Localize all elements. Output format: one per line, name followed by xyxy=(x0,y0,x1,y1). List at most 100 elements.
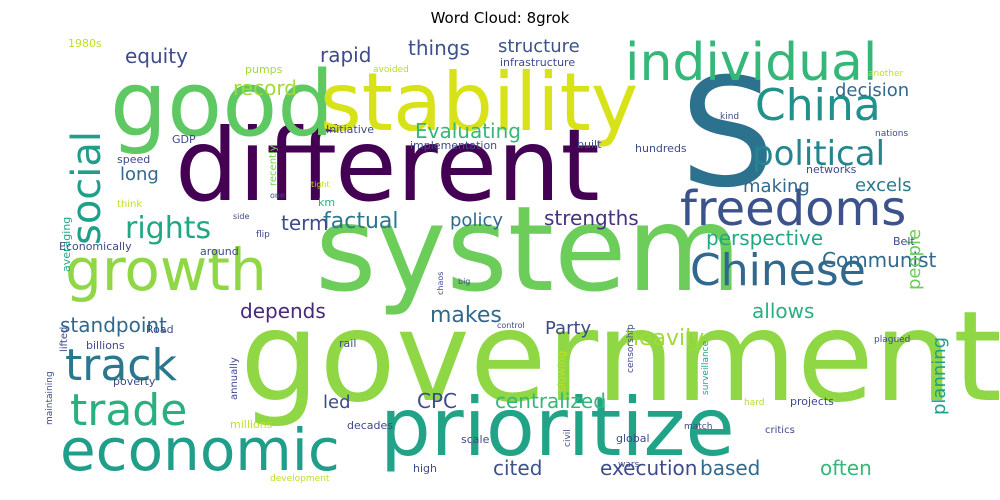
word-long: long xyxy=(120,164,159,185)
word-people: people xyxy=(904,229,925,290)
word-planning: planning xyxy=(929,337,950,415)
word-excels: excels xyxy=(855,175,911,196)
word-match: match xyxy=(684,422,712,432)
word-road: Road xyxy=(146,323,174,336)
word-infrastructure: infrastructure xyxy=(500,56,575,69)
word-record: record xyxy=(233,76,297,100)
word-social: social xyxy=(64,131,110,245)
word-perspective: perspective xyxy=(706,226,823,250)
word-side: side xyxy=(233,212,249,221)
word-pumps: pumps xyxy=(245,63,283,76)
word-another: another xyxy=(868,69,903,79)
word-decision: decision xyxy=(835,80,909,101)
word-lifted: lifted xyxy=(59,327,70,352)
word-cited: cited xyxy=(493,456,542,480)
word-good: good xyxy=(110,52,334,157)
word-initiative: Initiative xyxy=(326,123,374,136)
word-civil: civil xyxy=(563,429,573,447)
word-networks: networks xyxy=(806,163,857,176)
word-political: political xyxy=(752,134,885,174)
word-poverty: poverty xyxy=(113,375,156,388)
word-implementation: implementation xyxy=(410,139,497,152)
word-billions: billions xyxy=(86,339,125,352)
word-rail: rail xyxy=(339,337,356,350)
word-gdp: GDP xyxy=(172,133,196,146)
word-track: track xyxy=(65,340,177,391)
word-around: around xyxy=(200,245,239,258)
word-control: control xyxy=(497,321,525,330)
word-factual: factual xyxy=(323,209,399,234)
word-allows: allows xyxy=(752,299,814,323)
word-high: high xyxy=(413,462,437,475)
word-one: one xyxy=(270,191,285,200)
word-growth: growth xyxy=(65,236,267,304)
word-heavily: heavily xyxy=(625,326,704,351)
word-making: making xyxy=(743,176,810,197)
word-based: based xyxy=(700,456,760,480)
word-centralized: centralized xyxy=(495,389,606,413)
word-1980s: 1980s xyxy=(68,37,102,50)
word-nations: nations xyxy=(875,129,908,139)
word-policy: policy xyxy=(450,210,503,231)
chart-title: Word Cloud: 8grok xyxy=(430,9,570,27)
word-government: government xyxy=(240,285,1000,430)
word-execution: execution xyxy=(600,456,697,480)
word-km: km xyxy=(318,196,335,209)
word-freedoms: freedoms xyxy=(680,181,906,237)
word-critics: critics xyxy=(765,425,795,436)
word-millions: millions xyxy=(230,418,273,431)
word-tight: tight xyxy=(311,180,330,189)
word-scale: scale xyxy=(461,433,490,446)
word-chinese: Chinese xyxy=(690,245,866,296)
word-standpoint: standpoint xyxy=(60,313,167,337)
word-equity: equity xyxy=(125,44,188,68)
word-china: China xyxy=(755,80,881,131)
word-rapid: rapid xyxy=(320,43,371,67)
word-stability: stability xyxy=(320,56,638,149)
word-trade: trade xyxy=(70,385,187,436)
word-structure: structure xyxy=(498,36,580,57)
word-makes: makes xyxy=(430,303,502,328)
word-big: big xyxy=(458,277,470,286)
word-different: different xyxy=(175,107,600,224)
word-maintaining: maintaining xyxy=(45,371,55,425)
word-speed: speed xyxy=(117,153,150,166)
word-party: Party xyxy=(545,318,592,339)
word-global: global xyxy=(616,432,650,445)
word-belt: Belt xyxy=(893,235,915,248)
word-censorship: censorship xyxy=(626,324,636,373)
word-projects: projects xyxy=(790,395,834,408)
word-hard: hard xyxy=(744,398,764,408)
word-individual: individual xyxy=(625,33,877,93)
word-development: development xyxy=(270,474,330,484)
word-built: built xyxy=(577,138,602,151)
word-kind: kind xyxy=(720,112,739,122)
word-evaluating: Evaluating xyxy=(415,119,521,143)
word-rights: rights xyxy=(125,211,211,246)
word-system: system xyxy=(315,180,742,318)
word-economically: Economically xyxy=(59,240,132,253)
word-depends: depends xyxy=(240,299,326,323)
word-strengths: strengths xyxy=(544,206,639,230)
word-often: often xyxy=(820,456,872,480)
word-communist: Communist xyxy=(822,248,936,272)
word-avoided: avoided xyxy=(373,65,409,75)
word-economic: economic xyxy=(60,416,340,484)
word-surveillance: surveillance xyxy=(701,340,711,395)
word-s: S xyxy=(680,47,775,221)
word-prioritize: prioritize xyxy=(380,381,735,474)
word-recently: recently xyxy=(268,145,279,186)
word-annually: annually xyxy=(229,357,240,400)
word-slowing: slowing xyxy=(555,350,568,392)
word-wars: wars xyxy=(618,460,640,470)
word-think: think xyxy=(117,199,142,210)
word-hundreds: hundreds xyxy=(635,142,687,155)
word-term: term xyxy=(281,211,329,235)
word-flip: flip xyxy=(256,230,270,240)
word-things: things xyxy=(408,36,470,60)
word-plagued: plagued xyxy=(874,335,910,345)
word-chaos: chaos xyxy=(436,272,445,295)
word-averaging: averaging xyxy=(60,217,73,272)
word-cpc: CPC xyxy=(417,389,457,413)
